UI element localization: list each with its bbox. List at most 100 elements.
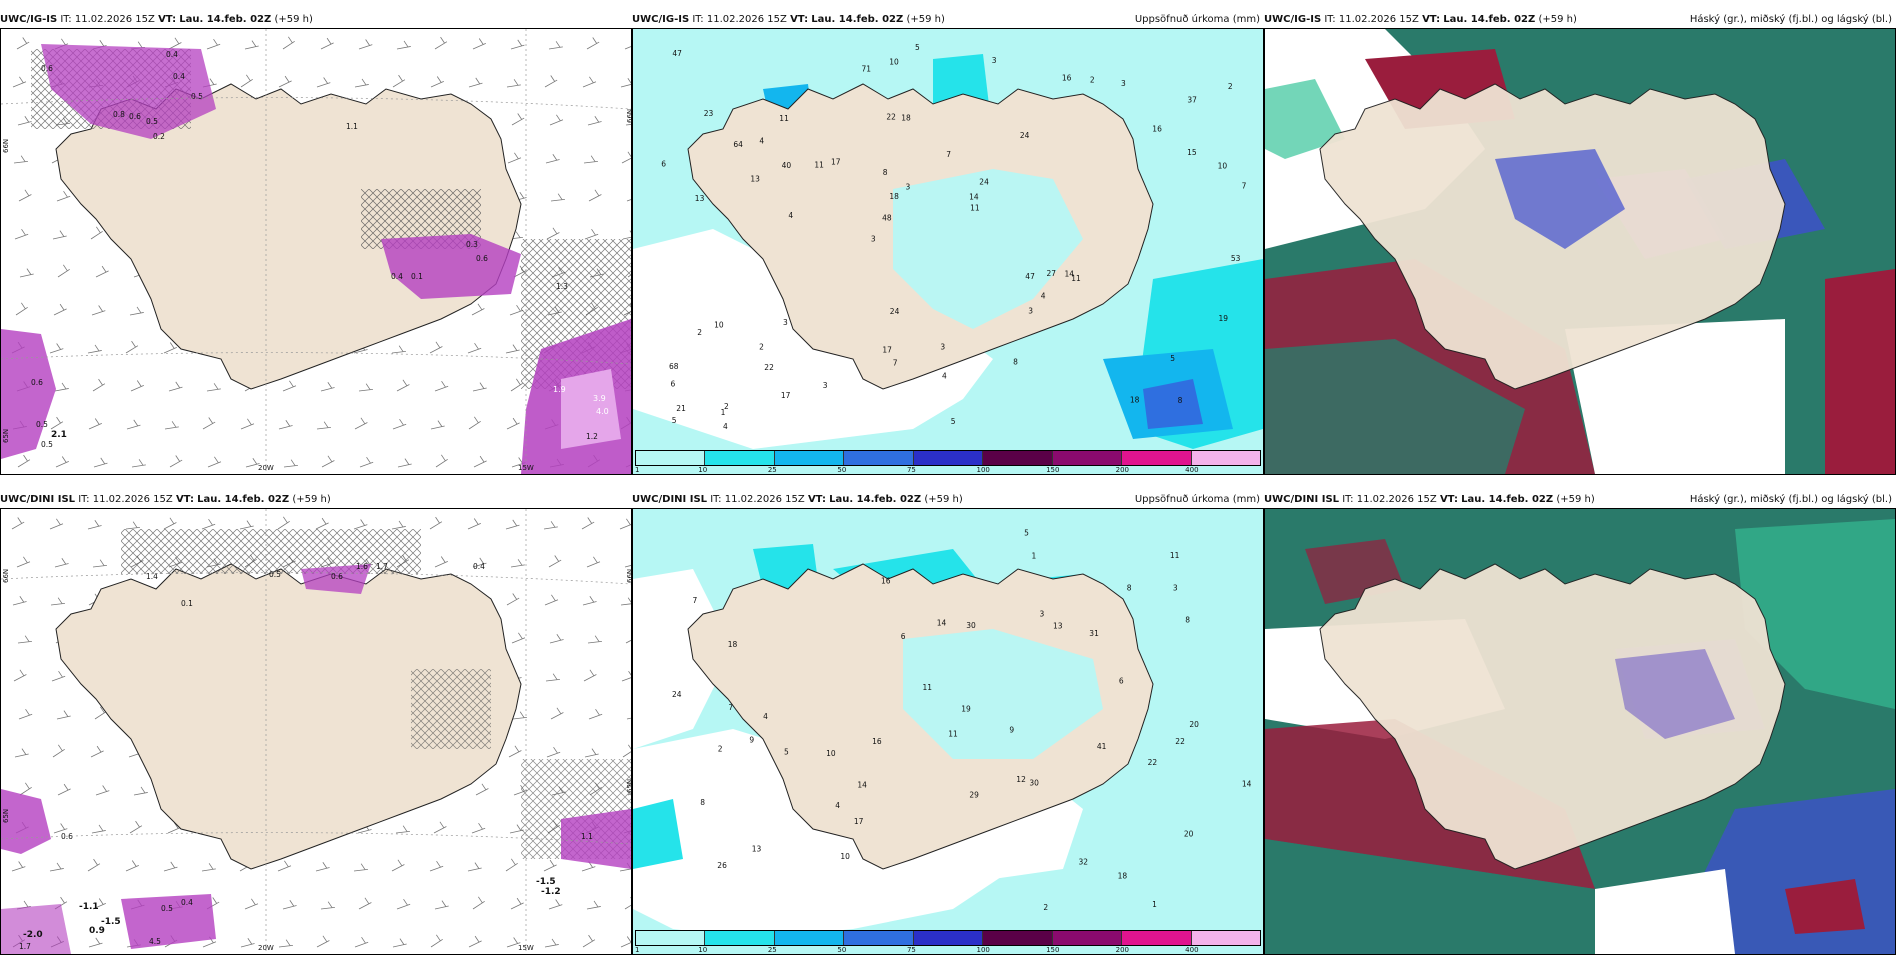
wind-barb [396, 40, 411, 50]
precip-value: 18 [728, 640, 738, 649]
map-frame[interactable]: 1 9 12 7 20 18 13 10 31 14 13 18 17 16 9 8 41 19 24 26 11 30 6… [632, 508, 1264, 955]
precip-value: 22 [886, 112, 896, 121]
precip-value: 12 [1016, 775, 1026, 784]
precip-value: 30 [1029, 778, 1039, 787]
precip-value: 24 [979, 177, 989, 186]
colorbar: 1 10 25 50 75 100 150 200 400 [635, 450, 1261, 474]
wind-barb [88, 418, 102, 430]
wind-barb [278, 75, 292, 88]
wind-barb [125, 521, 140, 530]
wind-barb [169, 455, 183, 468]
precip-value: 4 [763, 712, 768, 721]
value-label: 0.5 [269, 570, 281, 579]
panel-header: UWC/IG-IS IT: 11.02.2026 15Z VT: Lau. 14… [0, 13, 632, 27]
wind-barb [467, 342, 482, 354]
precip-value: 24 [672, 690, 682, 699]
lead-time: (+59 h) [906, 14, 945, 25]
precip-value: 2 [724, 402, 729, 411]
wind-barb [90, 226, 103, 240]
wind-barb [17, 454, 31, 468]
wind-barb [588, 708, 603, 720]
wind-barb [16, 37, 30, 50]
precip-value: 11 [948, 730, 958, 739]
precip-value: 3 [823, 381, 828, 390]
wind-barb [392, 938, 407, 948]
panel-header: UWC/DINI ISL IT: 11.02.2026 15Z VT: Lau.… [632, 493, 1264, 507]
model-name: UWC/DINI ISL [632, 494, 708, 505]
lead-time: (+59 h) [1538, 14, 1577, 25]
map-title: Háský (gr.), miðský (fj.bl.) og lágský (… [1689, 494, 1892, 505]
value-label: 1.2 [586, 432, 598, 441]
colorbar-tick: 10 [698, 466, 708, 474]
wind-barb [17, 635, 32, 644]
wind-barb [586, 37, 600, 50]
precip-value: 29 [969, 790, 979, 799]
init-time: IT: 11.02.2026 15Z [692, 14, 787, 25]
lead-time: (+59 h) [274, 14, 313, 25]
wind-barb [392, 74, 406, 88]
precip-value: 6 [661, 160, 666, 169]
precip-value: 17 [854, 817, 864, 826]
wind-barb [168, 37, 182, 50]
precip-value: 4 [788, 211, 793, 220]
colorbar-swatch [705, 451, 775, 465]
map-frame[interactable]: 0.6 0.4 0.4 0.5 0.8 0.6 0.5 0.2 1.1 0.3 … [0, 28, 632, 475]
wind-barb [620, 78, 631, 88]
precip-value: 26 [717, 861, 727, 870]
axis-label-15w: 15W [518, 944, 534, 952]
wind-barb [429, 341, 443, 354]
colorbar-swatch [844, 451, 914, 465]
wind-barb [625, 639, 631, 644]
precip-value: 16 [1062, 74, 1072, 83]
map-frame[interactable]: 8 13 37 3 24 2 22 7 10 17 6 22 18 24 11 23 10 7 47 15 48 17 18… [632, 28, 1264, 475]
precip-value: 2 [1228, 82, 1233, 91]
wind-barb [354, 417, 368, 430]
colorbar-tick: 25 [767, 466, 777, 474]
colorbar-swatch [844, 931, 914, 945]
wind-barb [315, 517, 329, 530]
wind-barb [621, 670, 631, 682]
valid-time: Lau. 14.feb. 02Z [1443, 14, 1536, 25]
precip-value: 4 [723, 422, 728, 431]
axis-label-66n: 66N [626, 568, 634, 583]
wind-barb [358, 383, 373, 392]
wind-barb [18, 189, 32, 202]
init-time: IT: 11.02.2026 15Z [710, 494, 805, 505]
precip-value: 11 [1071, 274, 1081, 283]
wind-barb [13, 669, 27, 682]
precip-value: 7 [1242, 182, 1247, 191]
wind-barb [581, 517, 595, 530]
map-frame[interactable] [1264, 28, 1896, 475]
wind-barb [505, 344, 520, 354]
wind-barb [475, 783, 489, 796]
colorbar-tick: 100 [976, 466, 990, 474]
value-label: 0.5 [161, 904, 173, 913]
value-label: 1.1 [581, 832, 593, 841]
valid-label: VT: [1439, 494, 1458, 505]
map-frame[interactable] [1264, 508, 1896, 955]
precip-value: 4 [942, 372, 947, 381]
wind-barb [316, 77, 331, 88]
wind-barb [587, 116, 602, 126]
map-frame[interactable]: 1.4 0.5 0.1 0.6 1.6 1.7 0.4 0.6 -1.5 -1.… [0, 508, 632, 955]
wind-barb [282, 36, 295, 50]
value-label: 0.4 [181, 898, 193, 907]
wind-barb [471, 303, 485, 316]
precip-value: 31 [1089, 629, 1099, 638]
wind-barb [320, 901, 335, 910]
wind-barb [582, 76, 597, 88]
wind-barb [545, 673, 560, 682]
precip-value: 41 [1097, 742, 1107, 751]
precip-value: 1 [721, 408, 726, 417]
precip-value: 14 [1065, 269, 1075, 278]
wind-barb [168, 381, 183, 392]
precip-value: 18 [1118, 872, 1128, 881]
wind-barb [549, 634, 564, 644]
colorbar-tick: 1 [635, 946, 640, 954]
wind-barb [358, 897, 372, 910]
precip-value: 16 [881, 577, 891, 586]
colorbar-swatch [1191, 451, 1260, 465]
wind-barb [583, 155, 598, 164]
axis-label-66n: 66N [2, 568, 10, 583]
wind-barb [94, 706, 107, 720]
